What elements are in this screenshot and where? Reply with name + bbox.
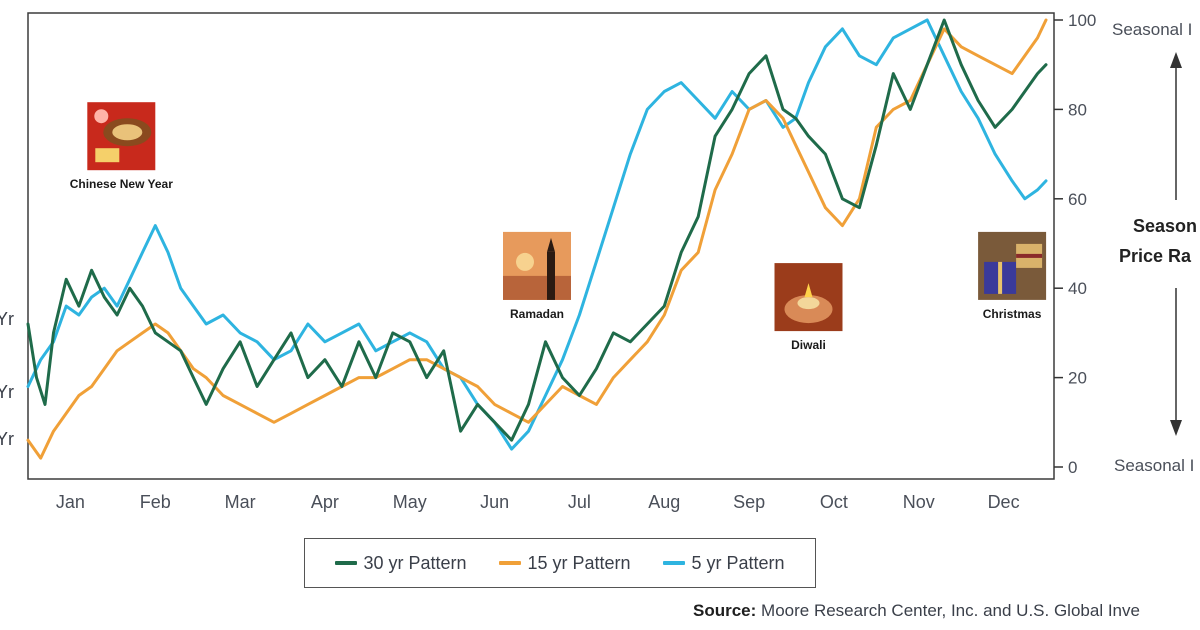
y-tick-label: 40 [1068,279,1087,298]
range-arrow-down [1170,288,1182,436]
x-tick-label: Sep [733,492,765,512]
x-tick-label: Feb [140,492,171,512]
legend-swatch-30yr [335,561,358,565]
x-tick-label: Aug [648,492,680,512]
season-price-range-label-2: Price Ra [1119,246,1192,266]
range-arrow-up [1170,52,1182,200]
legend-item-5yr: 5 yr Pattern [663,552,785,574]
annotation-label-ramadan: Ramadan [510,307,564,321]
y-tick-label: 80 [1068,100,1087,119]
series-edge-label-30yr: Yr [0,309,14,329]
x-tick-label: Oct [820,492,848,512]
annotation-label-chinese-new-year: Chinese New Year [70,177,173,191]
y-tick-label: 0 [1068,458,1077,477]
annotation-label-christmas: Christmas [983,307,1042,321]
x-tick-label: Apr [311,492,339,512]
annotation-label-diwali: Diwali [791,338,826,352]
legend-label-30yr: 30 yr Pattern [363,552,467,573]
series-layer [26,18,1048,460]
annotation-image-diwali [774,263,843,332]
legend-swatch-5yr [663,561,686,565]
legend-item-15yr: 15 yr Pattern [499,552,631,574]
x-tick-label: Nov [903,492,935,512]
chart-legend: 30 yr Pattern 15 yr Pattern 5 yr Pattern [304,538,816,588]
axis-layer: 0 20 40 60 80 100 Jan Feb Mar Apr May Jun Jul Aug Sep O… [56,11,1096,512]
annotation-layer: Chinese New Year Ramadan Diwali Christmas [70,102,1047,352]
series-line-5yr [26,18,1048,451]
y-tick-label: 20 [1068,369,1087,388]
annotation-image-ramadan [503,231,571,300]
annotation-image-chinese-new-year [87,102,156,171]
series-edge-label-5yr: Yr [0,382,14,402]
annotation-image-christmas [978,231,1047,300]
season-price-range-label-1: Season [1133,216,1197,236]
legend-label-5yr: 5 yr Pattern [691,552,785,573]
x-tick-label: May [393,492,427,512]
source-prefix: Source: [693,601,757,620]
x-tick-label: Mar [225,492,256,512]
legend-item-30yr: 30 yr Pattern [335,552,467,574]
source-note: Source: Moore Research Center, Inc. and … [693,601,1140,621]
series-line-15yr [26,18,1048,460]
y-tick-label: 60 [1068,190,1087,209]
legend-swatch-15yr [499,561,522,565]
series-line-30yr [26,18,1048,442]
seasonal-top-label: Seasonal I [1112,20,1192,39]
x-tick-label: Dec [988,492,1020,512]
series-edge-label-15yr: Yr [0,429,14,449]
y-tick-label: 100 [1068,11,1096,30]
seasonal-bottom-label: Seasonal I [1114,456,1194,475]
x-tick-label: Jun [480,492,509,512]
legend-label-15yr: 15 yr Pattern [527,552,631,573]
source-text: Moore Research Center, Inc. and U.S. Glo… [761,601,1140,620]
x-tick-label: Jan [56,492,85,512]
x-tick-label: Jul [568,492,591,512]
